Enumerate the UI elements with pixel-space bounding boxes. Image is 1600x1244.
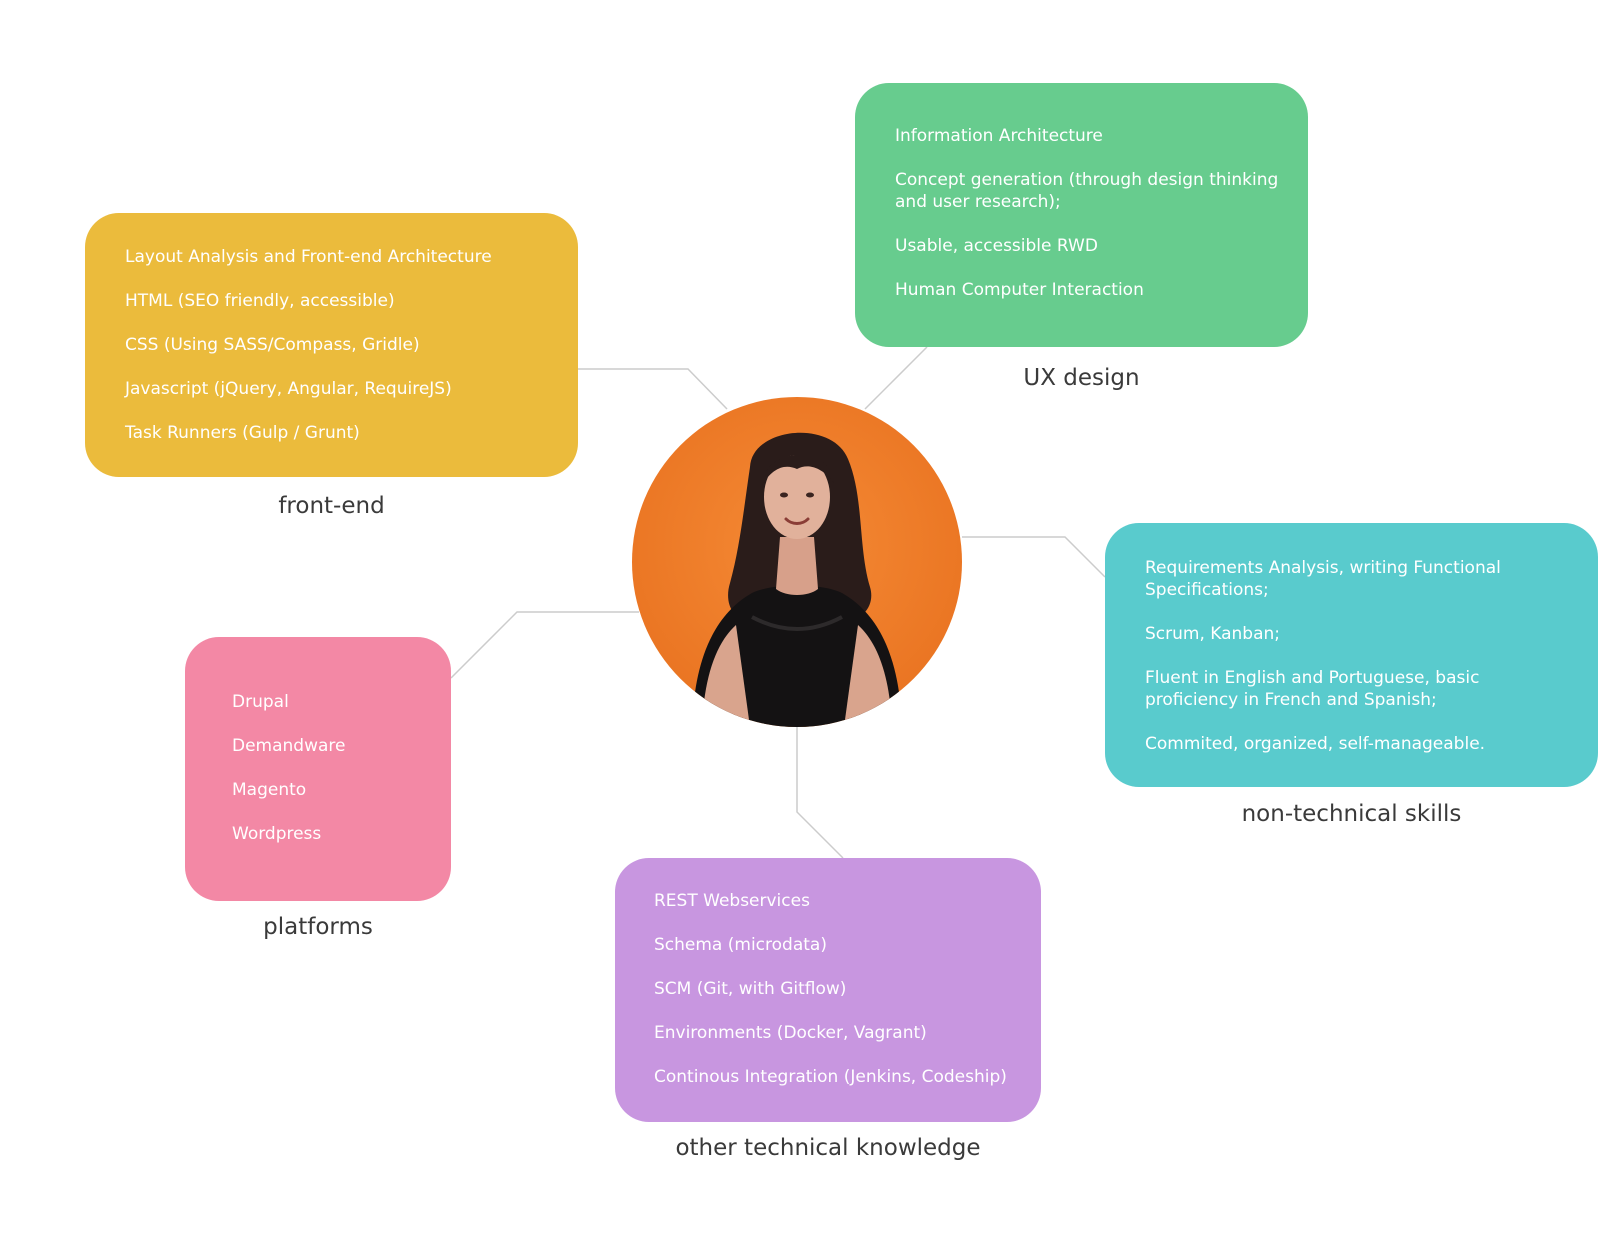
- list-item: Fluent in English and Portuguese, basic …: [1145, 668, 1480, 710]
- profile-photo: [632, 397, 962, 727]
- node-label-other-technical-knowledge: other technical knowledge: [675, 1135, 981, 1161]
- frontend-skill-list: Layout Analysis and Front-end Architectu…: [125, 246, 558, 444]
- platforms-list: Drupal Demandware Magento Wordpress: [232, 691, 431, 845]
- node-platforms: Drupal Demandware Magento Wordpress: [185, 637, 451, 901]
- list-item: Task Runners (Gulp / Grunt): [125, 423, 360, 443]
- list-item: REST Webservices: [654, 891, 810, 911]
- node-label-platforms: platforms: [263, 914, 373, 940]
- connector-ux: [864, 346, 928, 410]
- list-item: HTML (SEO friendly, accessible): [125, 291, 395, 311]
- person-portrait-icon: [632, 397, 962, 727]
- node-frontend: Layout Analysis and Front-end Architectu…: [85, 213, 578, 477]
- list-item: Javascript (jQuery, Angular, RequireJS): [125, 379, 452, 399]
- connector-frontend: [578, 368, 728, 410]
- node-non-technical-skills: Requirements Analysis, writing Functiona…: [1105, 523, 1598, 787]
- list-item: Scrum, Kanban;: [1145, 624, 1281, 644]
- list-item: Drupal: [232, 692, 289, 712]
- list-item: Layout Analysis and Front-end Architectu…: [125, 247, 492, 267]
- node-other-technical-knowledge: REST Webservices Schema (microdata) SCM …: [615, 858, 1041, 1122]
- node-label-frontend: front-end: [278, 493, 385, 519]
- ux-skill-list: Information Architecture Concept generat…: [895, 125, 1288, 301]
- list-item: Information Architecture: [895, 126, 1103, 146]
- other-skill-list: REST Webservices Schema (microdata) SCM …: [654, 890, 1021, 1088]
- list-item: Environments (Docker, Vagrant): [654, 1023, 927, 1043]
- list-item: Usable, accessible RWD: [895, 236, 1098, 256]
- connector-other: [796, 727, 844, 859]
- connector-platforms: [450, 611, 639, 679]
- list-item: Wordpress: [232, 824, 322, 844]
- list-item: SCM (Git, with Gitflow): [654, 979, 847, 999]
- list-item: Demandware: [232, 736, 346, 756]
- list-item: Concept generation (through design think…: [895, 170, 1279, 212]
- connector-nontech: [962, 536, 1106, 578]
- list-item: Magento: [232, 780, 307, 800]
- nontech-skill-list: Requirements Analysis, writing Functiona…: [1145, 557, 1578, 755]
- node-ux-design: Information Architecture Concept generat…: [855, 83, 1308, 347]
- list-item: CSS (Using SASS/Compass, Gridle): [125, 335, 420, 355]
- list-item: Commited, organized, self-manageable.: [1145, 734, 1486, 754]
- node-label-non-technical-skills: non-technical skills: [1241, 801, 1462, 827]
- list-item: Requirements Analysis, writing Functiona…: [1145, 558, 1501, 600]
- list-item: Human Computer Interaction: [895, 280, 1144, 300]
- node-label-ux-design: UX design: [1023, 365, 1140, 391]
- list-item: Continous Integration (Jenkins, Codeship…: [654, 1067, 1007, 1087]
- list-item: Schema (microdata): [654, 935, 827, 955]
